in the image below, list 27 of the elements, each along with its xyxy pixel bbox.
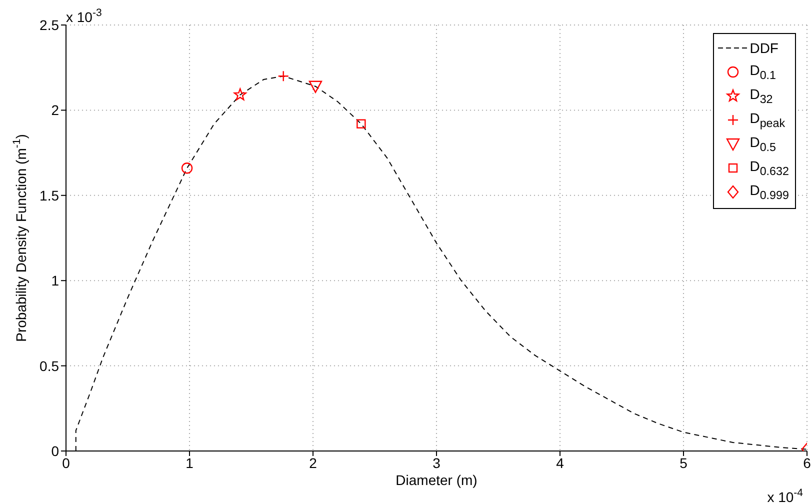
point <box>308 80 322 93</box>
x-tick-label: 1 <box>186 454 194 471</box>
legend-label: DDF <box>750 40 778 56</box>
point <box>234 88 246 100</box>
y-tick-label: 1 <box>51 272 60 289</box>
point <box>181 162 193 174</box>
y-tick-label: 2 <box>51 102 60 118</box>
x-tick-label: 4 <box>556 454 564 471</box>
legend-label: D$_{0.632}$ <box>750 158 789 178</box>
x-tick-label: 3 <box>432 454 441 471</box>
legend-label: D$_{0.1}$ <box>750 62 776 82</box>
y-tick-label: 0 <box>51 442 60 459</box>
legend-label: D$_{peak}$ <box>750 110 786 130</box>
x-tick-label: 5 <box>680 454 688 471</box>
legend-label: D$_{0.5}$ <box>750 134 776 154</box>
annotation: x 10$^{-3}$ <box>66 7 102 25</box>
x-tick-label: 2 <box>309 454 318 471</box>
x-tick-label: 6 <box>803 454 812 471</box>
y-tick-label: 0.5 <box>40 358 60 374</box>
legend-label: D$_{32}$ <box>750 86 773 106</box>
text: x 10$^{-4}$ <box>767 487 804 504</box>
x-tick-label: 0 <box>62 454 70 471</box>
legend-label: D$_{0.999}$ <box>750 182 789 202</box>
y-tick-label: 1.5 <box>40 187 60 204</box>
y-tick-label: 2.5 <box>40 16 60 33</box>
x-axis-title: Diameter (m) <box>396 472 478 488</box>
point <box>356 119 366 128</box>
